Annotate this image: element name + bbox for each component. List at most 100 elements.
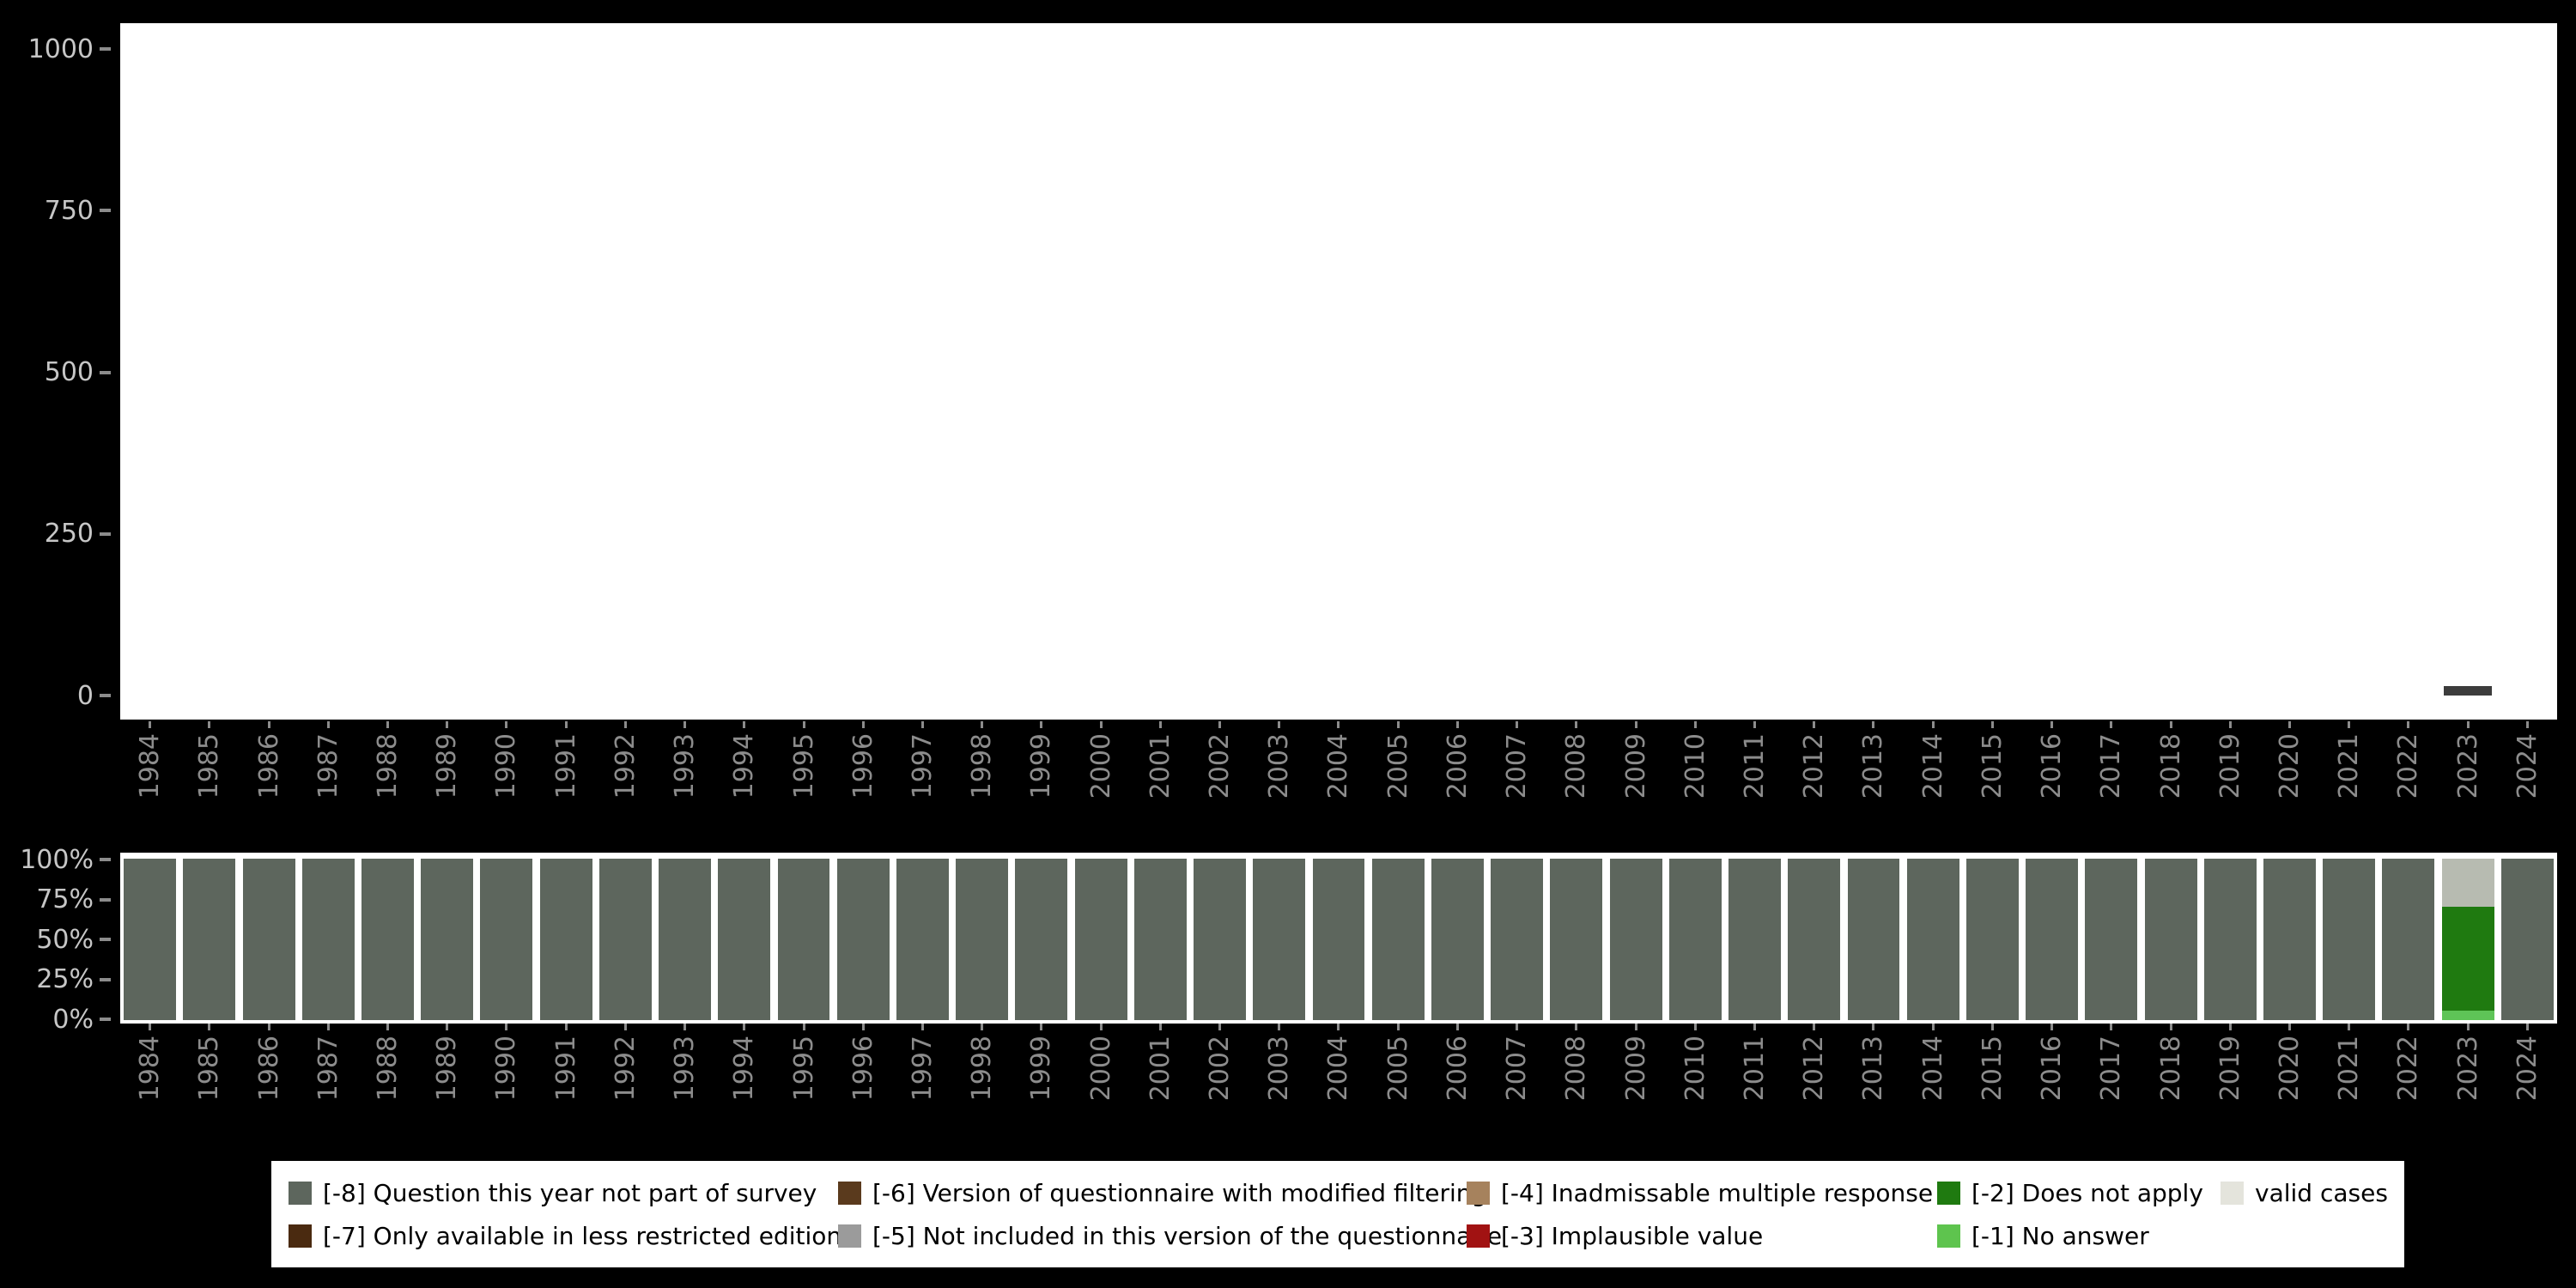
x-tick-slot: 1989 xyxy=(417,1024,477,1131)
x-tick-mark xyxy=(2348,1024,2351,1030)
percent-bars-region xyxy=(120,859,2557,1020)
year-label: 2014 xyxy=(1917,733,1948,799)
stacked-bar-1991 xyxy=(539,859,592,1020)
x-tick-slot: 2006 xyxy=(1428,1024,1487,1131)
y-tick-mark xyxy=(100,938,111,941)
count-bar-slot xyxy=(1428,49,1487,696)
count-bar-slot xyxy=(1606,49,1665,696)
bar-segment xyxy=(1312,859,1365,1020)
counts-y-axis: 1000 750 500 250 0 xyxy=(0,33,115,711)
stacked-bar-slot xyxy=(120,859,179,1020)
x-tick-slot: 2003 xyxy=(1249,1024,1309,1131)
year-label: 2011 xyxy=(1740,1036,1771,1102)
year-label: 1998 xyxy=(967,1036,998,1102)
count-bar-slot xyxy=(2201,49,2260,696)
x-tick-slot: 2011 xyxy=(1725,721,1784,829)
stacked-bar-slot xyxy=(1428,859,1487,1020)
stacked-bar-2024 xyxy=(2500,859,2554,1020)
x-tick-slot: 1996 xyxy=(834,721,893,829)
x-tick-slot: 1998 xyxy=(952,721,1012,829)
bar-segment xyxy=(2085,859,2138,1020)
year-label: 2011 xyxy=(1740,733,1771,799)
x-tick-slot: 1995 xyxy=(774,721,833,829)
year-label: 1998 xyxy=(967,733,998,799)
year-label: 2004 xyxy=(1323,1036,1354,1102)
year-label: 1984 xyxy=(135,1036,166,1102)
bar-segment xyxy=(1491,859,1544,1020)
y-tick-row: 75% xyxy=(0,884,115,915)
bar-segment xyxy=(2441,907,2494,1011)
stacked-bar-2015 xyxy=(1965,859,2019,1020)
x-tick-mark xyxy=(623,1024,627,1030)
x-tick-mark xyxy=(564,721,568,728)
x-tick-mark xyxy=(861,721,865,728)
year-label: 2005 xyxy=(1382,733,1413,799)
x-tick-mark xyxy=(1753,721,1757,728)
x-tick-mark xyxy=(2407,721,2410,728)
year-label: 2017 xyxy=(2096,733,2127,799)
legend-item: [-1] No answer xyxy=(1937,1222,2221,1250)
stacked-bar-2008 xyxy=(1550,859,1603,1020)
x-tick-slot: 2017 xyxy=(2081,1024,2141,1131)
y-tick-row: 1000 xyxy=(0,33,115,64)
x-tick-slot: 2021 xyxy=(2319,721,2379,829)
x-tick-slot: 1992 xyxy=(596,1024,655,1131)
x-tick-slot: 2009 xyxy=(1606,1024,1665,1131)
x-tick-mark xyxy=(2525,721,2529,728)
year-label: 2022 xyxy=(2393,1036,2424,1102)
count-bar-slot xyxy=(1487,49,1546,696)
stacked-bar-slot xyxy=(2201,859,2260,1020)
y-tick-mark xyxy=(100,977,111,981)
legend-swatch-icon xyxy=(838,1224,861,1248)
x-tick-mark xyxy=(743,721,746,728)
bar-segment xyxy=(2263,859,2316,1020)
year-label: 1990 xyxy=(491,733,522,799)
x-tick-mark xyxy=(2050,1024,2054,1030)
x-tick-slot: 2002 xyxy=(1190,1024,1249,1131)
bar-segment xyxy=(2323,859,2376,1020)
x-tick-slot: 2014 xyxy=(1904,1024,1963,1131)
x-tick-mark xyxy=(386,1024,389,1030)
year-label: 1988 xyxy=(372,733,403,799)
counts-chart-plot-area xyxy=(120,23,2557,720)
count-bar-slot xyxy=(1369,49,1428,696)
count-bar-slot xyxy=(2379,49,2438,696)
bar-segment xyxy=(1253,859,1306,1020)
year-label: 2002 xyxy=(1205,1036,1236,1102)
x-tick-slot: 2000 xyxy=(1072,1024,1131,1131)
legend-swatch-icon xyxy=(838,1181,861,1205)
x-tick-slot: 2018 xyxy=(2141,1024,2200,1131)
year-label: 1997 xyxy=(907,733,938,799)
x-tick-mark xyxy=(2169,721,2172,728)
x-tick-slot: 2023 xyxy=(2439,721,2498,829)
count-bar-slot xyxy=(893,49,952,696)
year-label: 1992 xyxy=(610,1036,641,1102)
bar-segment xyxy=(2441,1010,2494,1020)
x-tick-mark xyxy=(326,721,330,728)
y-tick-mark xyxy=(100,694,111,697)
year-label: 2002 xyxy=(1205,733,1236,799)
year-label: 2008 xyxy=(1561,733,1592,799)
count-bar-slot xyxy=(2260,49,2319,696)
year-label: 2010 xyxy=(1680,733,1710,799)
bar-segment xyxy=(1668,859,1722,1020)
bar-segment xyxy=(1194,859,1246,1020)
x-tick-slot: 2019 xyxy=(2201,1024,2260,1131)
x-tick-mark xyxy=(683,1024,687,1030)
stacked-bar-slot xyxy=(1606,859,1665,1020)
x-tick-slot: 2001 xyxy=(1131,721,1190,829)
count-bar-slot xyxy=(1012,49,1071,696)
bar-segment xyxy=(598,859,652,1020)
year-label: 2017 xyxy=(2096,1036,2127,1102)
stacked-bar-2019 xyxy=(2203,859,2257,1020)
legend-item-label: [-1] No answer xyxy=(1971,1221,2149,1250)
x-tick-slot: 2003 xyxy=(1249,721,1309,829)
y-tick-row: 750 xyxy=(0,195,115,226)
x-tick-mark xyxy=(1158,721,1162,728)
year-label: 1988 xyxy=(372,1036,403,1102)
count-bar-slot xyxy=(952,49,1012,696)
bar-segment xyxy=(896,859,949,1020)
x-tick-mark xyxy=(2466,1024,2470,1030)
legend-item-label: [-3] Implausible value xyxy=(1501,1221,1764,1250)
legend-swatch-icon xyxy=(289,1181,312,1205)
